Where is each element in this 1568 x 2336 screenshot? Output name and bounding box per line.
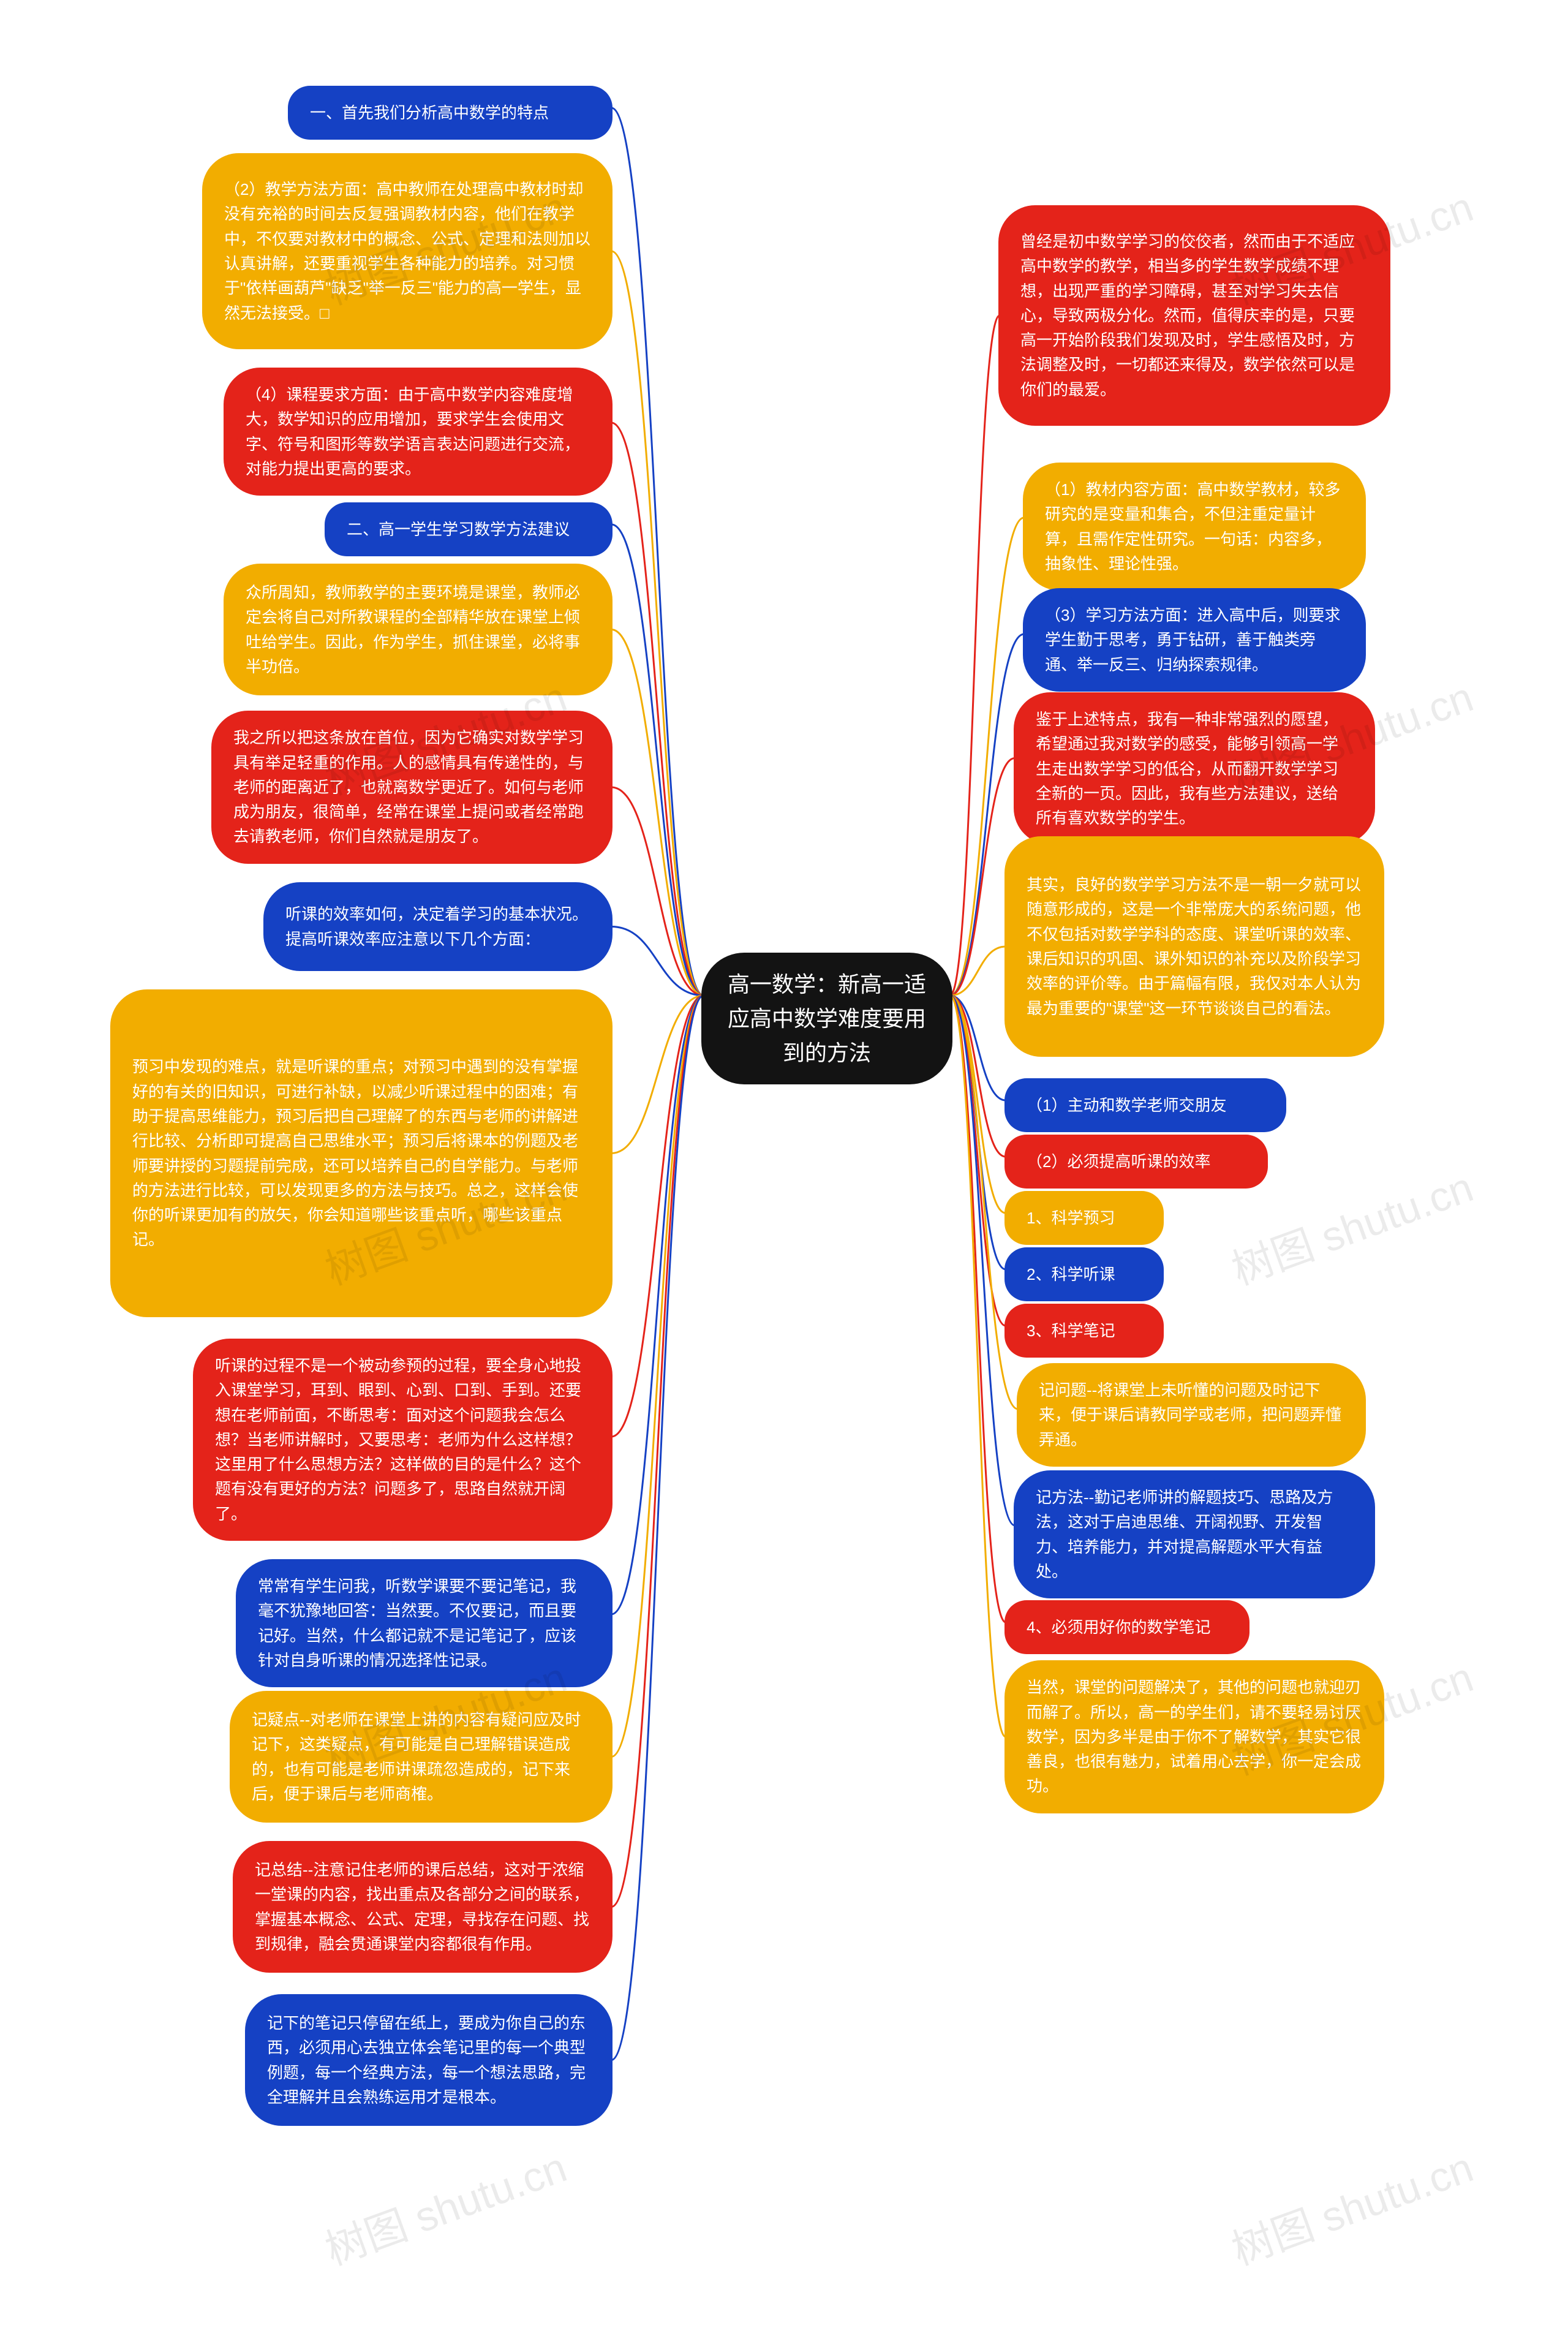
connector [611,423,704,996]
mindmap-node: 1、科学预习 [1005,1191,1164,1245]
connector [611,996,704,1614]
connector [611,996,704,1757]
mindmap-node: 记方法--勤记老师讲的解题技巧、思路及方法，这对于启迪思维、开阔视野、开发智力、… [1014,1470,1375,1598]
watermark: 树图 shutu.cn [315,2134,573,2277]
connector [611,996,704,1437]
mindmap-node: （2）教学方法方面：高中教师在处理高中教材时却没有充裕的时间去反复强调教材内容，… [202,153,612,349]
connector [950,996,1006,1213]
connector [611,108,704,996]
connector [611,524,704,996]
mindmap-node: 当然，课堂的问题解决了，其他的问题也就迎刃而解了。所以，高一的学生们，请不要轻易… [1005,1660,1384,1813]
connector [611,927,704,996]
connector [950,996,1015,1525]
mindmap-node: 听课的效率如何，决定着学习的基本状况。提高听课效率应注意以下几个方面： [263,882,612,971]
mindmap-root: 高一数学：新高一适应高中数学难度要用到的方法 [701,953,952,1084]
connector [950,316,1000,996]
connector [611,787,704,996]
connector [950,996,1006,1622]
mindmap-node: 鉴于上述特点，我有一种非常强烈的愿望，希望通过我对数学的感受，能够引领高一学生走… [1014,692,1375,845]
connector [950,996,1006,1269]
connector [950,996,1006,1326]
mindmap-node: 其实，良好的数学学习方法不是一朝一夕就可以随意形成的，这是一个非常庞大的系统问题… [1005,836,1384,1057]
mindmap-node: 众所周知，教师教学的主要环境是课堂，教师必定会将自己对所教课程的全部精华放在课堂… [224,564,612,695]
mindmap-node: （3）学习方法方面：进入高中后，则要求学生勤于思考，勇于钻研，善于触类旁通、举一… [1023,588,1366,692]
mindmap-node: 曾经是初中数学学习的佼佼者，然而由于不适应高中数学的教学，相当多的学生数学成绩不… [998,205,1390,426]
mindmap-node: 预习中发现的难点，就是听课的重点；对预习中遇到的没有掌握好的有关的旧知识，可进行… [110,989,612,1317]
connector [611,630,704,996]
connector [950,947,1006,996]
mindmap-node: 3、科学笔记 [1005,1304,1164,1358]
mindmap-node: 2、科学听课 [1005,1247,1164,1301]
mindmap-node: 常常有学生问我，听数学课要不要记笔记，我毫不犹豫地回答：当然要。不仅要记，而且要… [236,1559,612,1687]
mindmap-node: （4）课程要求方面：由于高中数学内容难度增大，数学知识的应用增加，要求学生会使用… [224,368,612,496]
mindmap-node: （1）教材内容方面：高中数学教材，较多研究的是变量和集合，不但注重定量计算，且需… [1023,463,1366,591]
watermark: 树图 shutu.cn [1222,2134,1480,2277]
mindmap-node: 记下的笔记只停留在纸上，要成为你自己的东西，必须用心去独立体会笔记里的每一个典型… [245,1994,612,2126]
mindmap-node: 一、首先我们分析高中数学的特点 [288,86,612,140]
mindmap-node: 4、必须用好你的数学笔记 [1005,1600,1250,1654]
connector [611,996,704,2060]
mindmap-node: 听课的过程不是一个被动参预的过程，要全身心地投入课堂学习，耳到、眼到、心到、口到… [193,1339,612,1541]
mindmap-node: 二、高一学生学习数学方法建议 [325,502,612,556]
mindmap-node: 记问题--将课堂上未听懂的问题及时记下来，便于课后请教同学或老师，把问题弄懂弄通… [1017,1363,1366,1467]
connector [611,996,704,1154]
connector [611,251,704,996]
mindmap-node: 我之所以把这条放在首位，因为它确实对数学学习具有举足轻重的作用。人的感情具有传递… [211,711,612,864]
mindmap-node: （1）主动和数学老师交朋友 [1005,1078,1286,1132]
mindmap-node: 记总结--注意记住老师的课后总结，这对于浓缩一堂课的内容，找出重点及各部分之间的… [233,1841,612,1973]
connector [950,996,1006,1100]
mindmap-node: 记疑点--对老师在课堂上讲的内容有疑问应及时记下，这类疑点，有可能是自己理解错误… [230,1691,612,1823]
connector [950,996,1006,1157]
connector [950,996,1006,1737]
mindmap-node: （2）必须提高听课的效率 [1005,1135,1268,1189]
connector [611,996,704,1907]
